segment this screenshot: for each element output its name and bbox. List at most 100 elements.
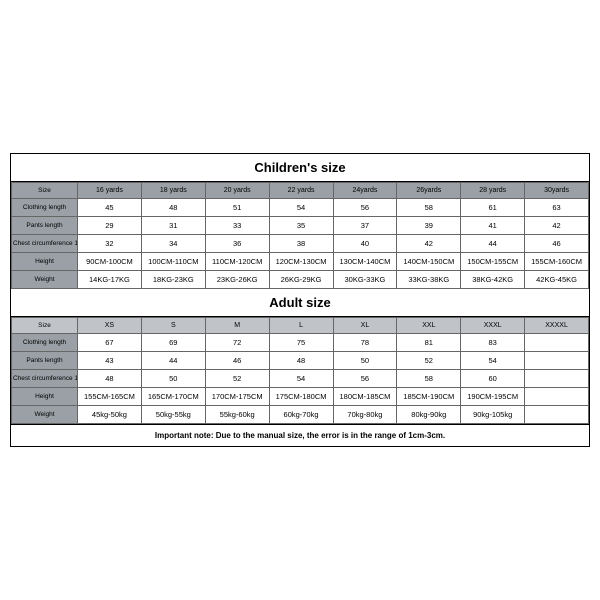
cell: 40 [333, 235, 397, 253]
cell: 75 [269, 334, 333, 352]
cell: 51 [205, 199, 269, 217]
col-18: 18 yards [141, 183, 205, 199]
cell: 48 [269, 352, 333, 370]
col-xs: XS [78, 318, 142, 334]
cell: 70kg-80kg [333, 406, 397, 424]
col-30: 30yards [525, 183, 589, 199]
cell: 52 [205, 370, 269, 388]
cell: 52 [397, 352, 461, 370]
row-label: Pants length [12, 352, 78, 370]
cell: 155CM-165CM [78, 388, 142, 406]
cell: 34 [141, 235, 205, 253]
cell: 120CM-130CM [269, 253, 333, 271]
row-label: Chest circumference 1/2 [12, 235, 78, 253]
important-note: Important note: Due to the manual size, … [11, 424, 589, 446]
table-row: Weight14KG-17KG18KG-23KG23KG-26KG26KG-29… [12, 271, 589, 289]
cell: 190CM-195CM [461, 388, 525, 406]
table-row: Weight45kg-50kg50kg-55kg55kg-60kg60kg-70… [12, 406, 589, 424]
cell: 29 [78, 217, 142, 235]
col-l: L [269, 318, 333, 334]
cell: 155CM-160CM [525, 253, 589, 271]
table-row: Chest circumference 1/248505254565860 [12, 370, 589, 388]
cell [525, 388, 589, 406]
cell: 42KG-45KG [525, 271, 589, 289]
cell: 39 [397, 217, 461, 235]
cell [525, 352, 589, 370]
cell: 60kg-70kg [269, 406, 333, 424]
cell: 46 [525, 235, 589, 253]
cell: 54 [269, 199, 333, 217]
cell: 90CM-100CM [78, 253, 142, 271]
cell: 33 [205, 217, 269, 235]
cell: 41 [461, 217, 525, 235]
cell: 50 [333, 352, 397, 370]
cell: 37 [333, 217, 397, 235]
cell: 18KG-23KG [141, 271, 205, 289]
table-row: Clothing length67697275788183 [12, 334, 589, 352]
cell: 61 [461, 199, 525, 217]
cell: 140CM-150CM [397, 253, 461, 271]
row-label: Weight [12, 406, 78, 424]
table-row: Chest circumference 1/23234363840424446 [12, 235, 589, 253]
col-24: 24yards [333, 183, 397, 199]
adult-header-row: Size XS S M L XL XXL XXXL XXXXL [12, 318, 589, 334]
table-row: Clothing length4548515456586163 [12, 199, 589, 217]
cell: 50 [141, 370, 205, 388]
col-16: 16 yards [78, 183, 142, 199]
cell [525, 334, 589, 352]
col-m: M [205, 318, 269, 334]
cell: 58 [397, 199, 461, 217]
cell: 35 [269, 217, 333, 235]
cell: 44 [141, 352, 205, 370]
row-label: Chest circumference 1/2 [12, 370, 78, 388]
cell: 80kg-90kg [397, 406, 461, 424]
cell: 56 [333, 370, 397, 388]
cell: 150CM-155CM [461, 253, 525, 271]
cell: 38KG-42KG [461, 271, 525, 289]
cell: 48 [141, 199, 205, 217]
cell: 23KG-26KG [205, 271, 269, 289]
row-label: Weight [12, 271, 78, 289]
cell: 130CM-140CM [333, 253, 397, 271]
cell: 45kg-50kg [78, 406, 142, 424]
table-row: Height155CM-165CM165CM-170CM170CM-175CM1… [12, 388, 589, 406]
col-s: S [141, 318, 205, 334]
cell: 175CM-180CM [269, 388, 333, 406]
row-label: Height [12, 253, 78, 271]
table-row: Pants length2931333537394142 [12, 217, 589, 235]
cell: 185CM-190CM [397, 388, 461, 406]
cell: 42 [525, 217, 589, 235]
cell: 14KG-17KG [78, 271, 142, 289]
col-xl: XL [333, 318, 397, 334]
cell: 72 [205, 334, 269, 352]
cell: 81 [397, 334, 461, 352]
children-title: Children's size [11, 154, 589, 182]
cell: 63 [525, 199, 589, 217]
cell: 30KG-33KG [333, 271, 397, 289]
col-size: Size [12, 183, 78, 199]
col-xxxxl: XXXXL [525, 318, 589, 334]
row-label: Pants length [12, 217, 78, 235]
cell: 90kg-105kg [461, 406, 525, 424]
cell: 100CM-110CM [141, 253, 205, 271]
cell: 26KG-29KG [269, 271, 333, 289]
cell: 48 [78, 370, 142, 388]
col-26: 26yards [397, 183, 461, 199]
adult-table: Size XS S M L XL XXL XXXL XXXXL Clothing… [11, 317, 589, 424]
cell: 31 [141, 217, 205, 235]
row-label: Clothing length [12, 334, 78, 352]
cell: 42 [397, 235, 461, 253]
children-header-row: Size 16 yards 18 yards 20 yards 22 yards… [12, 183, 589, 199]
cell: 43 [78, 352, 142, 370]
cell: 180CM-185CM [333, 388, 397, 406]
cell: 78 [333, 334, 397, 352]
cell: 54 [461, 352, 525, 370]
cell: 44 [461, 235, 525, 253]
children-table: Size 16 yards 18 yards 20 yards 22 yards… [11, 182, 589, 289]
cell [525, 406, 589, 424]
cell: 60 [461, 370, 525, 388]
cell: 33KG-38KG [397, 271, 461, 289]
cell: 110CM-120CM [205, 253, 269, 271]
cell: 45 [78, 199, 142, 217]
cell: 32 [78, 235, 142, 253]
